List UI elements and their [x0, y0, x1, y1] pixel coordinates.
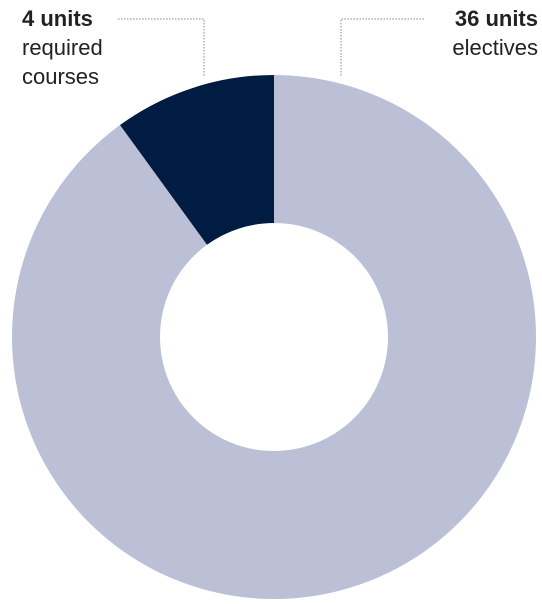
electives-leader-line: [340, 18, 424, 76]
required-courses-text-line-2: courses: [22, 64, 100, 89]
required-courses-value: 4 units: [22, 6, 93, 31]
electives-label: 36 units electives: [452, 4, 538, 62]
required-courses-leader-line: [118, 18, 205, 76]
required-courses-slice: [120, 75, 274, 245]
electives-slice: [11, 75, 536, 599]
required-courses-text-line-1: required: [22, 35, 103, 60]
electives-value: 36 units: [454, 6, 538, 31]
required-courses-label: 4 units required courses: [22, 4, 103, 91]
electives-text: electives: [452, 35, 538, 60]
